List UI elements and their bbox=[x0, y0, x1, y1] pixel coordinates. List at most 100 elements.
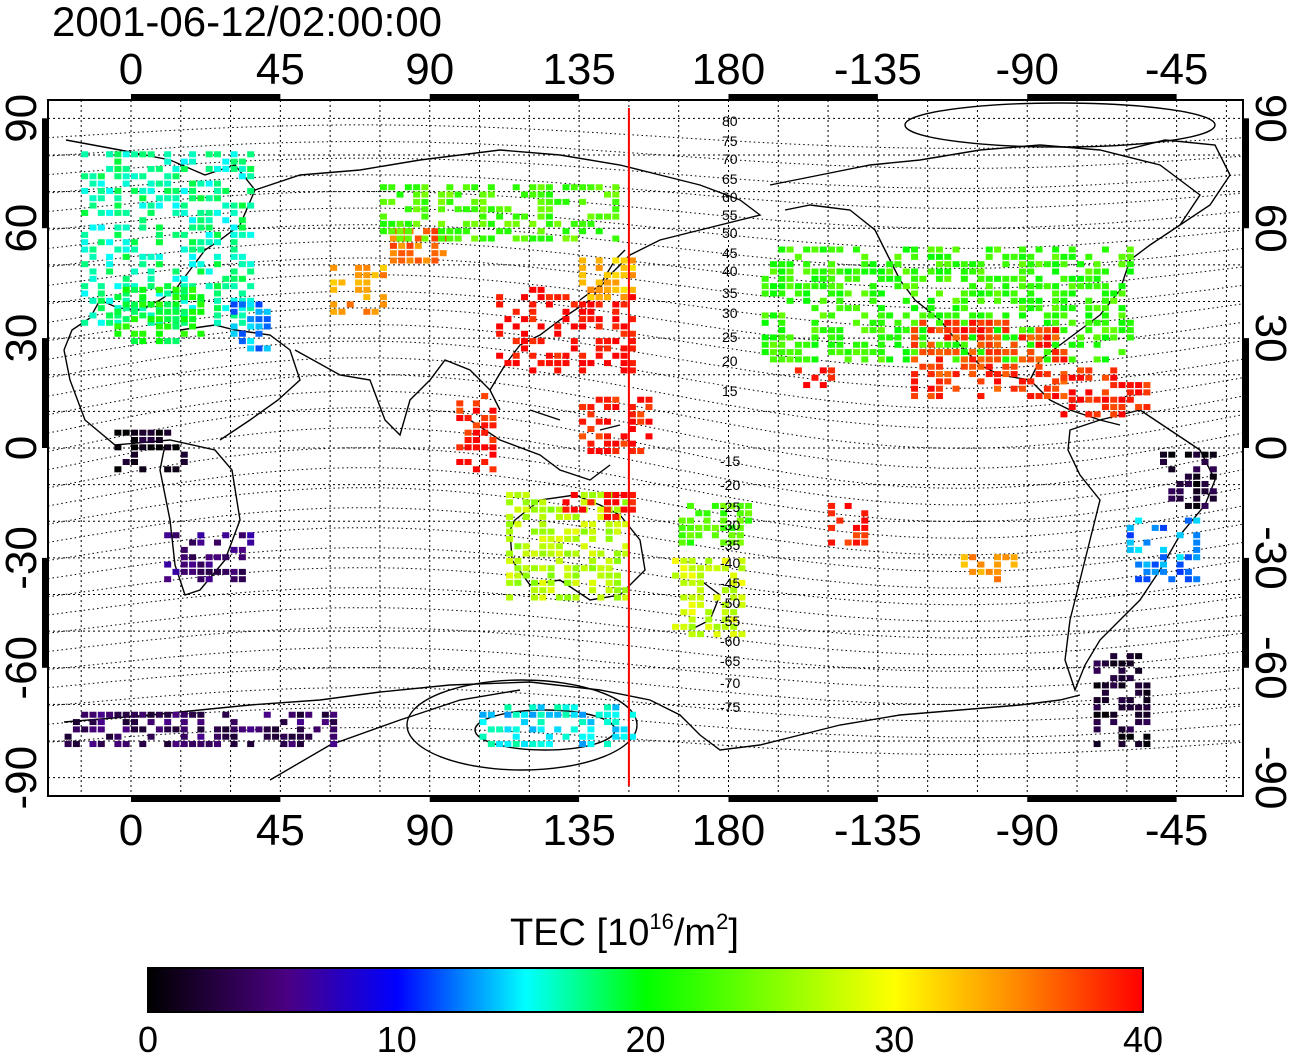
tec-cell bbox=[861, 510, 869, 517]
tec-cell bbox=[530, 550, 538, 557]
tec-cell bbox=[985, 312, 993, 319]
tec-cell bbox=[811, 268, 819, 275]
tec-cell bbox=[730, 594, 738, 601]
tec-cell bbox=[172, 568, 180, 575]
tec-cell bbox=[180, 319, 188, 326]
frame-bar-left bbox=[42, 118, 48, 229]
tec-cell bbox=[180, 165, 188, 172]
tec-cell bbox=[487, 741, 495, 748]
tec-cell bbox=[438, 206, 446, 213]
tec-cell bbox=[994, 275, 1002, 282]
tec-cell bbox=[481, 429, 489, 436]
tec-cell bbox=[1126, 319, 1134, 326]
tec-cell bbox=[106, 319, 114, 326]
tec-cell bbox=[155, 437, 163, 444]
tec-cell bbox=[238, 261, 246, 268]
tec-cell bbox=[398, 242, 406, 249]
tec-cell bbox=[172, 319, 180, 326]
contour-line bbox=[48, 427, 1243, 506]
tec-cell bbox=[230, 202, 238, 209]
tec-cell bbox=[1101, 404, 1109, 411]
tec-cell bbox=[620, 272, 628, 279]
tec-cell bbox=[1193, 576, 1201, 583]
tec-cell bbox=[612, 184, 620, 191]
tec-cell bbox=[595, 316, 603, 323]
tec-cell bbox=[738, 565, 746, 572]
tec-cell bbox=[489, 422, 497, 429]
tec-cell bbox=[828, 367, 836, 374]
tec-cell bbox=[738, 557, 746, 564]
tec-cell bbox=[1135, 704, 1143, 711]
tec-cell bbox=[720, 510, 728, 517]
tec-cell bbox=[406, 242, 414, 249]
tec-cell bbox=[547, 565, 555, 572]
tec-cell bbox=[97, 297, 105, 304]
tec-cell bbox=[778, 261, 786, 268]
tec-cell bbox=[678, 532, 686, 539]
tec-cell bbox=[89, 202, 97, 209]
tec-cell bbox=[927, 341, 935, 348]
tec-cell bbox=[554, 711, 562, 718]
tec-cell bbox=[247, 741, 255, 748]
tec-cell bbox=[255, 308, 263, 315]
tec-cell bbox=[487, 235, 495, 242]
tec-cell bbox=[869, 290, 877, 297]
tec-cell bbox=[1043, 283, 1051, 290]
tec-cell bbox=[994, 554, 1002, 561]
tec-cell bbox=[189, 151, 197, 158]
tec-cell bbox=[1143, 568, 1151, 575]
tec-cell bbox=[861, 268, 869, 275]
tec-cell bbox=[489, 444, 497, 451]
tec-cell bbox=[512, 338, 520, 345]
tec-cell bbox=[130, 151, 138, 158]
tec-cell bbox=[122, 239, 130, 246]
tec-cell bbox=[189, 741, 197, 748]
tec-cell bbox=[811, 283, 819, 290]
tec-cell bbox=[230, 733, 238, 740]
tec-cell bbox=[472, 429, 480, 436]
tec-cell bbox=[1035, 246, 1043, 253]
tec-cell bbox=[197, 532, 205, 539]
contour-line bbox=[48, 124, 1243, 149]
tec-cell bbox=[197, 539, 205, 546]
tec-cell bbox=[570, 338, 578, 345]
tec-cell bbox=[562, 198, 570, 205]
tec-cell bbox=[305, 733, 313, 740]
tec-cell bbox=[379, 228, 387, 235]
tec-cell bbox=[637, 396, 645, 403]
tec-cell bbox=[672, 557, 680, 564]
tec-cell bbox=[1027, 261, 1035, 268]
tec-cell bbox=[537, 719, 545, 726]
tec-cell bbox=[728, 524, 736, 531]
tec-cell bbox=[1101, 689, 1109, 696]
tec-cell bbox=[869, 261, 877, 268]
tec-cell bbox=[122, 429, 130, 436]
tec-cell bbox=[562, 360, 570, 367]
tec-cell bbox=[489, 415, 497, 422]
tec-cell bbox=[844, 275, 852, 282]
tec-cell bbox=[1002, 319, 1010, 326]
tec-cell bbox=[530, 499, 538, 506]
tec-cell bbox=[628, 272, 636, 279]
tec-cell bbox=[545, 360, 553, 367]
tec-cell bbox=[587, 448, 595, 454]
tec-cell bbox=[562, 184, 570, 191]
tec-cell bbox=[579, 367, 587, 374]
tec-cell bbox=[869, 327, 877, 334]
tec-cell bbox=[389, 242, 397, 249]
tec-cell bbox=[446, 184, 454, 191]
tec-cell bbox=[836, 327, 844, 334]
contour-label: 20 bbox=[722, 353, 738, 369]
tec-cell bbox=[205, 209, 213, 216]
contour-line bbox=[48, 240, 1243, 289]
tec-cell bbox=[877, 349, 885, 356]
tec-cell bbox=[595, 396, 603, 403]
tec-cell bbox=[1209, 466, 1217, 473]
tec-cell bbox=[180, 312, 188, 319]
tec-cell bbox=[1126, 334, 1134, 341]
tec-cell bbox=[736, 532, 744, 539]
tec-cell bbox=[97, 290, 105, 297]
tec-cell bbox=[164, 316, 172, 323]
tec-cell bbox=[836, 305, 844, 312]
